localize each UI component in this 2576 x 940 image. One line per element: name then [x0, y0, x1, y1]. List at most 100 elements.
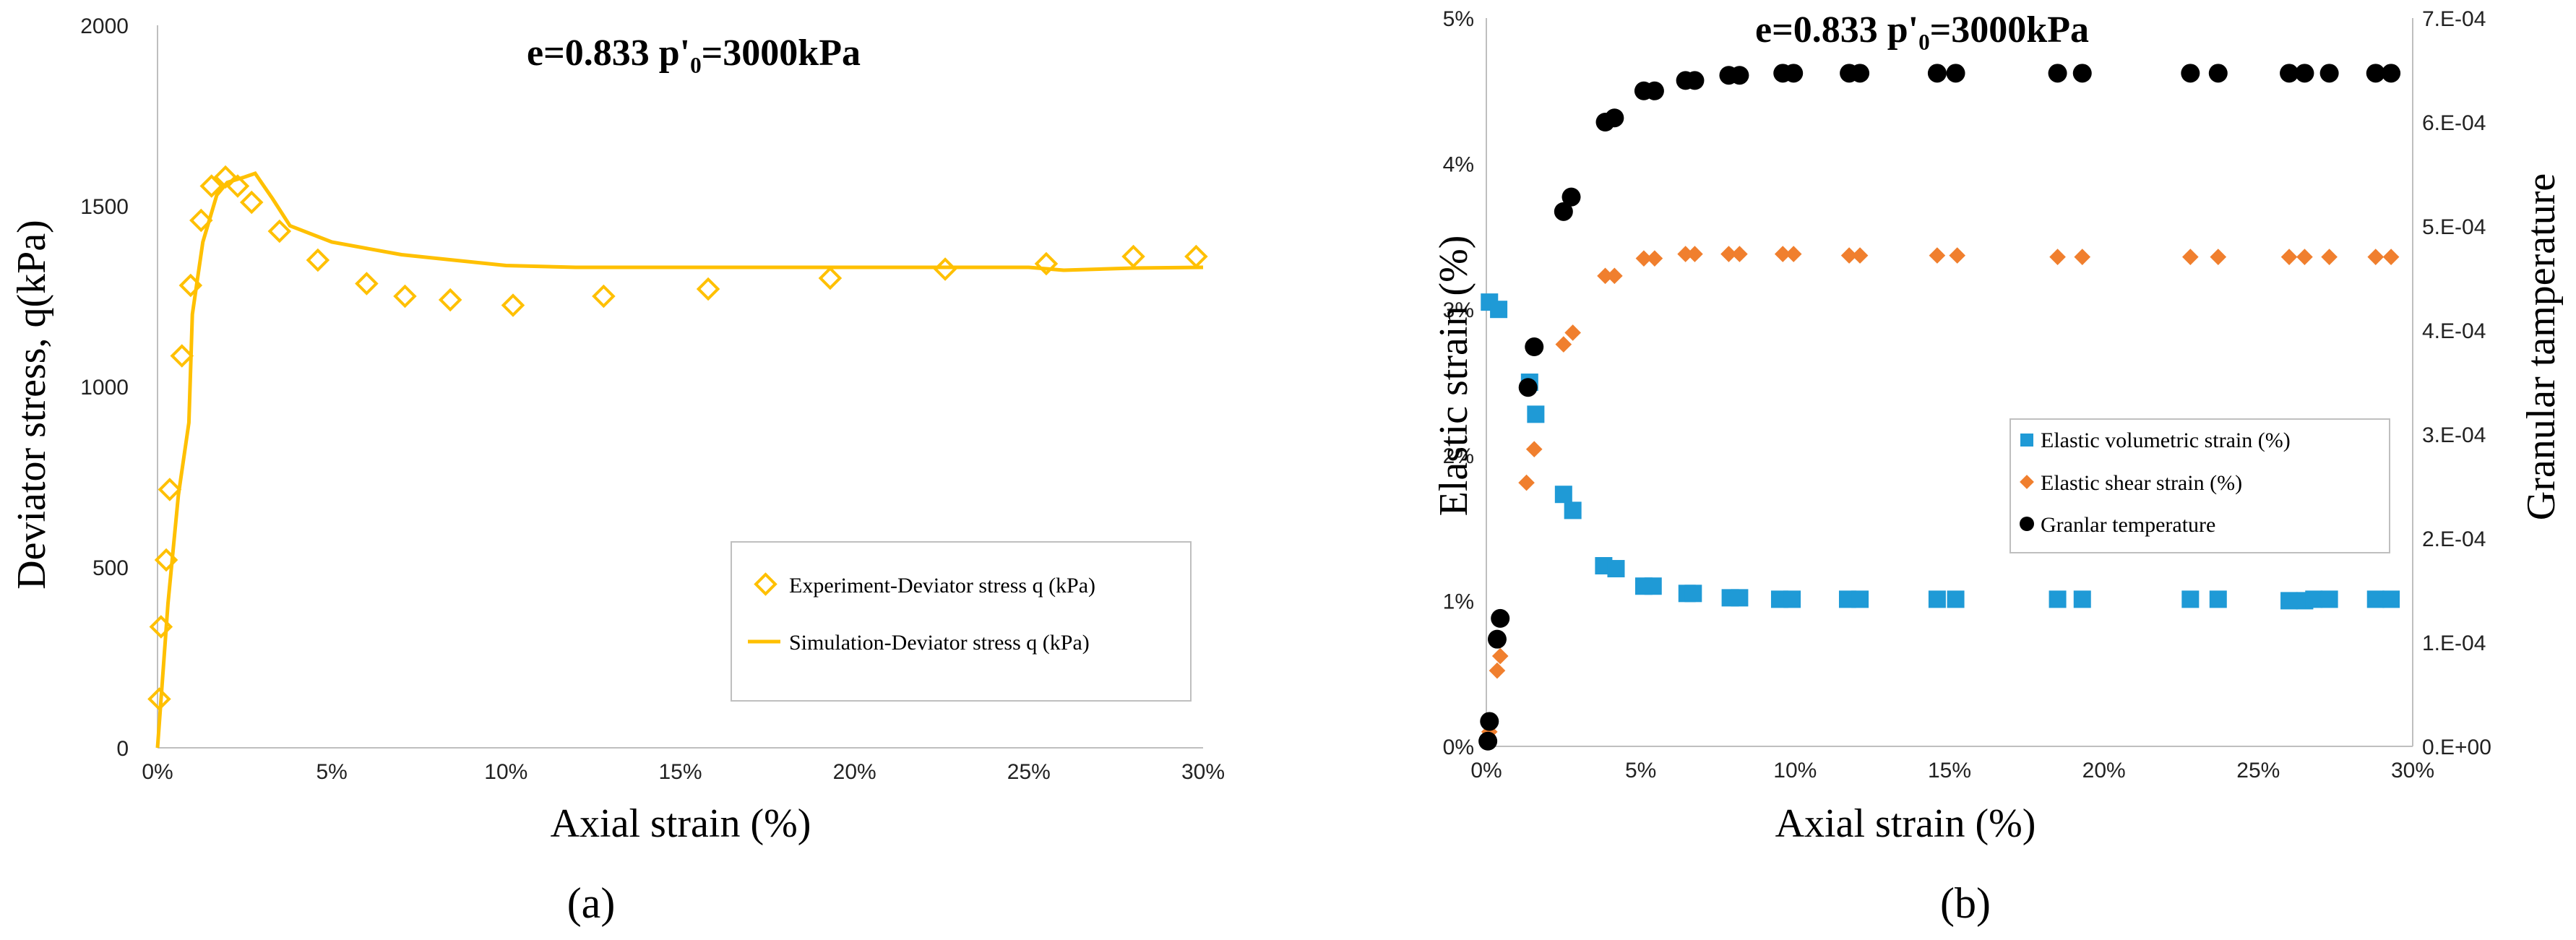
- granular-temperature-point: [2366, 64, 2385, 83]
- panel-a-y-tick-label: 1000: [80, 376, 129, 400]
- granular-temperature-point: [1518, 378, 1538, 397]
- granular-temperature-point: [1685, 71, 1705, 90]
- panel-a-x-tick-label: 25%: [1007, 760, 1051, 784]
- granular-temperature-point: [1784, 64, 1804, 83]
- shear-strain-point: [1774, 246, 1791, 262]
- experiment-data-point: [1184, 244, 1208, 269]
- panel-a-x-tick-label: 5%: [316, 760, 347, 784]
- legend-temperature-label: Granlar temperature: [2041, 513, 2215, 537]
- panel-b-x-tick-label: 0%: [1470, 759, 1502, 782]
- panel-b-left-tick-label: 2%: [1443, 444, 1474, 468]
- panel-b-x-tick-label: 5%: [1625, 759, 1656, 782]
- experiment-data-point: [1121, 244, 1145, 269]
- granular-temperature-point: [1554, 202, 1573, 221]
- legend-experiment-label: Experiment-Deviator stress q (kPa): [789, 574, 1095, 598]
- shear-strain-point: [1687, 246, 1703, 262]
- shear-strain-point: [1785, 246, 1802, 262]
- experiment-data-point: [170, 344, 194, 368]
- granular-temperature-point: [2208, 64, 2228, 83]
- shear-strain-point: [1525, 441, 1543, 458]
- panel-b-left-axis-title: Elastic strain (%): [1431, 236, 1476, 517]
- volumetric-strain-point: [1684, 585, 1702, 603]
- shear-strain-point: [1949, 247, 1965, 264]
- panel-b-right-tick-label: 0.E+00: [2422, 736, 2491, 759]
- granular-temperature-point: [1525, 337, 1544, 357]
- shear-strain-point: [2049, 249, 2066, 265]
- panel-b-chart-title: e=0.833 p'₀=3000kPa: [1755, 9, 2089, 51]
- panel-b-right-axis-title: Granular tamperature: [2519, 173, 2564, 520]
- legend-simulation-label: Simulation-Deviator stress q (kPa): [789, 631, 1090, 655]
- panel-a-x-tick-label: 10%: [484, 760, 527, 784]
- volumetric-strain-point: [2209, 590, 2227, 608]
- panel-b-left-tick-label: 3%: [1443, 298, 1474, 322]
- panel-a-x-ticks: 0% 5% 10% 15% 20% 25% 30%: [142, 760, 1225, 784]
- experiment-data-point: [696, 277, 720, 301]
- experiment-data-point: [933, 257, 957, 281]
- panel-a-y-axis-title: Deviator stress, q(kPa): [9, 220, 54, 590]
- volumetric-strain-point: [1928, 590, 1946, 608]
- granular-temperature-point: [1491, 608, 1510, 628]
- shear-strain-point: [1720, 246, 1737, 262]
- shear-strain-point: [1491, 647, 1509, 665]
- experiment-data-point: [178, 273, 203, 298]
- volumetric-strain-point: [1851, 590, 1869, 608]
- legend-square-icon: [2020, 434, 2033, 447]
- volumetric-strain-point: [1490, 301, 1508, 319]
- panel-b-x-tick-label: 15%: [1928, 759, 1971, 782]
- shear-strain-point: [1851, 247, 1869, 264]
- panel-b-right-tick-label: 2.E-04: [2422, 527, 2486, 551]
- granular-temperature-point: [2295, 64, 2314, 83]
- panel-b-x-axis-title: Axial strain (%): [1775, 801, 2036, 846]
- granular-temperature-point: [2382, 64, 2401, 83]
- panel-b-legend: Elastic volumetric strain (%) Elastic sh…: [2009, 418, 2390, 553]
- panel-a-x-tick-label: 0%: [142, 760, 173, 784]
- panel-b-x-tick-label: 25%: [2236, 759, 2280, 782]
- volumetric-strain-point: [1731, 589, 1749, 607]
- volumetric-strain-point: [1564, 501, 1582, 519]
- granular-temperature-point: [2048, 64, 2067, 83]
- granular-temperature-point: [2280, 64, 2299, 83]
- shear-strain-point: [2382, 249, 2400, 265]
- volumetric-strain-point: [2382, 590, 2400, 608]
- panel-b-elastic-strain-chart: 0% 5% 10% 15% 20% 25% 30% 0% 1% 2% 3% 4% 5% 0.E+00 1…: [1431, 7, 2564, 927]
- panel-b-x-tick-label: 20%: [2082, 759, 2126, 782]
- granular-temperature-point: [1478, 731, 1498, 751]
- shear-strain-point: [1606, 267, 1623, 285]
- experiment-data-point: [154, 548, 178, 572]
- volumetric-strain-point: [2366, 590, 2385, 608]
- panel-a-y-tick-label: 1500: [80, 195, 129, 219]
- granular-temperature-point: [1605, 108, 1624, 128]
- experiment-data-point: [501, 293, 525, 317]
- panel-a-x-axis-title: Axial strain (%): [551, 801, 811, 846]
- experiment-data-point: [158, 478, 182, 501]
- volumetric-strain-point: [1947, 590, 1965, 608]
- experiment-data-point: [199, 174, 224, 198]
- panel-b-right-tick-label: 5.E-04: [2422, 215, 2486, 239]
- shear-strain-point: [2182, 249, 2199, 265]
- shear-strain-point: [2296, 249, 2313, 265]
- panel-b-left-tick-label: 1%: [1443, 590, 1474, 613]
- shear-strain-point: [1646, 250, 1663, 267]
- granular-temperature-point: [1645, 81, 1664, 100]
- experiment-data-point: [306, 248, 330, 272]
- volumetric-strain-point: [2280, 592, 2299, 610]
- panel-a-x-tick-label: 30%: [1181, 760, 1225, 784]
- volumetric-strain-point: [1607, 560, 1625, 578]
- panel-b-legend-box: [2009, 418, 2390, 553]
- panel-b-right-tick-label: 7.E-04: [2422, 7, 2486, 31]
- volumetric-strain-point: [2320, 590, 2338, 608]
- legend-diamond-icon: [2020, 475, 2034, 489]
- legend-volumetric-label: Elastic volumetric strain (%): [2041, 428, 2291, 452]
- granular-temperature-point: [1851, 64, 1870, 83]
- granular-temperature-point: [2319, 64, 2339, 83]
- panel-a-legend: Experiment-Deviator stress q (kPa) Simul…: [731, 541, 1192, 702]
- shear-strain-point: [1489, 662, 1506, 679]
- shear-strain-point: [1635, 250, 1653, 267]
- panel-b-right-tick-label: 3.E-04: [2422, 423, 2486, 447]
- granular-temperature-point: [1487, 629, 1507, 649]
- experiment-data-point: [1034, 251, 1059, 276]
- elastic-volumetric-strain-points: [1481, 293, 2400, 610]
- experiment-data-point: [592, 284, 616, 309]
- panel-b-x-ticks: 0% 5% 10% 15% 20% 25% 30%: [1470, 759, 2434, 782]
- experiment-deviator-stress-points: [147, 165, 1208, 711]
